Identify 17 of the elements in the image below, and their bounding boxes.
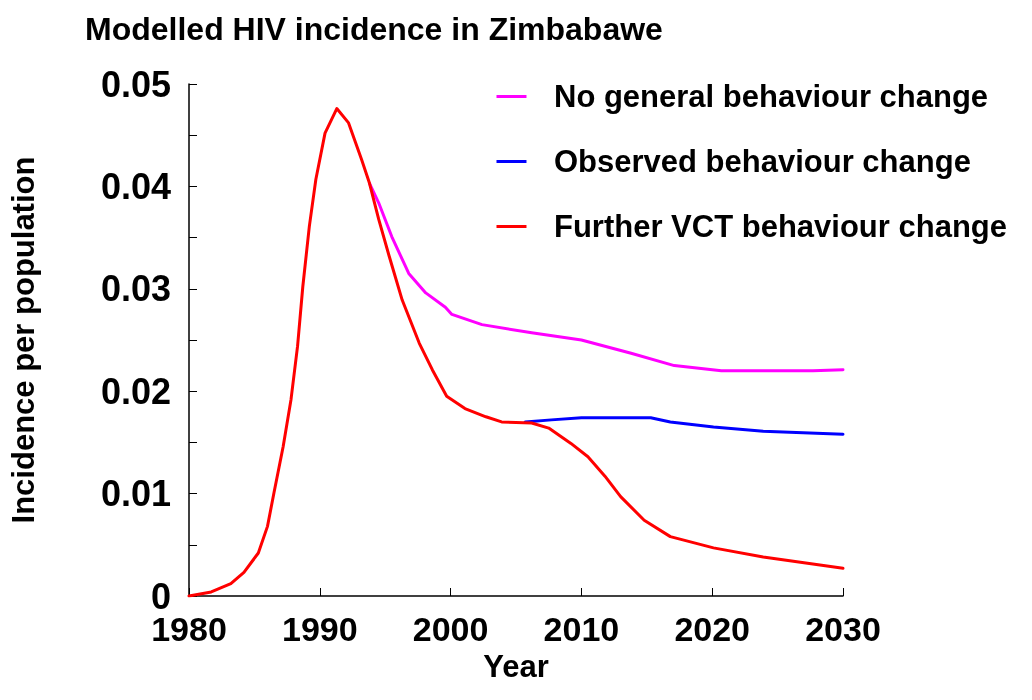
y-axis-title: Incidence per population — [6, 156, 41, 524]
y-tick-label: 0.03 — [100, 268, 171, 310]
line-series — [523, 416, 845, 436]
y-tick-label: 0.02 — [100, 370, 171, 412]
legend-label: Further VCT behaviour change — [553, 209, 1007, 244]
x-tick-label: 2030 — [805, 610, 881, 648]
x-tick-label: 2010 — [543, 610, 620, 648]
x-tick-label: 1990 — [281, 610, 358, 648]
chart-title: Modelled HIV incidence in Zimbabawe — [85, 11, 663, 47]
legend-label: Observed behaviour change — [553, 144, 971, 179]
legend-label: No general behaviour change — [553, 79, 989, 114]
x-tick-label: 2020 — [674, 610, 751, 648]
y-tick-label: 0.05 — [100, 63, 171, 105]
x-tick-label: 2000 — [412, 610, 489, 648]
x-axis-title: Year — [483, 648, 549, 684]
y-tick-label: 0.04 — [100, 165, 171, 207]
y-tick-label: 0.01 — [100, 473, 171, 515]
